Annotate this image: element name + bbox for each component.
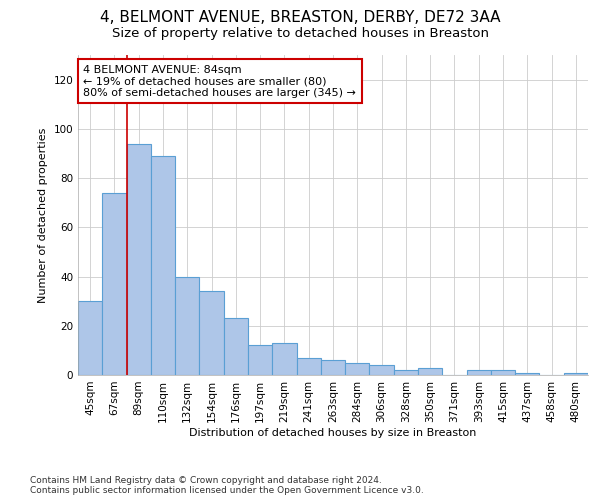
- Bar: [102, 193, 127, 375]
- Text: Size of property relative to detached houses in Breaston: Size of property relative to detached ho…: [112, 28, 488, 40]
- Bar: [248, 346, 272, 375]
- Bar: [151, 156, 175, 375]
- Text: 4, BELMONT AVENUE, BREASTON, DERBY, DE72 3AA: 4, BELMONT AVENUE, BREASTON, DERBY, DE72…: [100, 10, 500, 25]
- Bar: [78, 301, 102, 375]
- Bar: [199, 292, 224, 375]
- Bar: [175, 276, 199, 375]
- Bar: [370, 365, 394, 375]
- Bar: [296, 358, 321, 375]
- Bar: [272, 343, 296, 375]
- Text: 4 BELMONT AVENUE: 84sqm
← 19% of detached houses are smaller (80)
80% of semi-de: 4 BELMONT AVENUE: 84sqm ← 19% of detache…: [83, 64, 356, 98]
- Bar: [467, 370, 491, 375]
- X-axis label: Distribution of detached houses by size in Breaston: Distribution of detached houses by size …: [190, 428, 476, 438]
- Bar: [564, 372, 588, 375]
- Bar: [515, 372, 539, 375]
- Bar: [127, 144, 151, 375]
- Y-axis label: Number of detached properties: Number of detached properties: [38, 128, 48, 302]
- Bar: [491, 370, 515, 375]
- Bar: [345, 362, 370, 375]
- Bar: [321, 360, 345, 375]
- Bar: [418, 368, 442, 375]
- Bar: [224, 318, 248, 375]
- Text: Contains HM Land Registry data © Crown copyright and database right 2024.
Contai: Contains HM Land Registry data © Crown c…: [30, 476, 424, 495]
- Bar: [394, 370, 418, 375]
